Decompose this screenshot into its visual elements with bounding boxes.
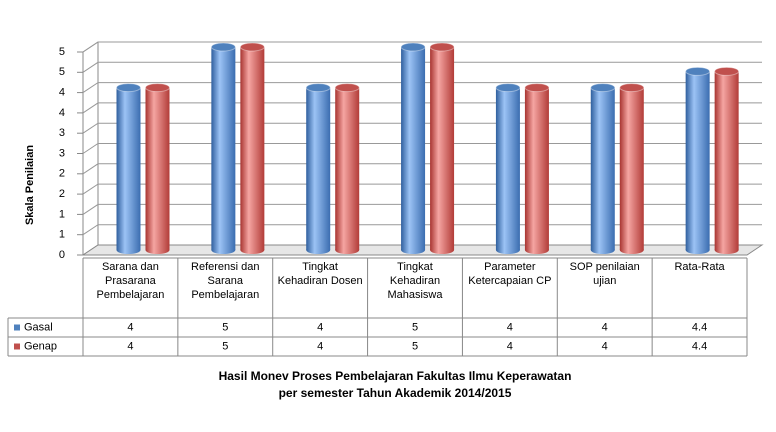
bar-base (335, 246, 360, 254)
bar-cap (239, 42, 265, 52)
bar (495, 87, 520, 250)
bar (145, 87, 170, 250)
bar-cap (116, 83, 141, 93)
bar (211, 47, 236, 250)
bar-cap (400, 42, 426, 52)
bar (619, 87, 644, 250)
y-tick-label: 2 (59, 168, 65, 180)
y-tick-label: 1 (59, 208, 65, 220)
bar-base (211, 246, 236, 254)
table-value: 5 (412, 321, 418, 333)
legend-swatch (14, 343, 20, 350)
table-value: 4 (602, 340, 608, 352)
bar (306, 87, 331, 250)
category-cell: Tingkat Kehadiran Dosen (277, 261, 363, 287)
bar-cap (714, 66, 740, 76)
bar-cap (524, 83, 550, 93)
x-tick-label: Sarana dan Prasarana Pembelajaran (96, 261, 165, 301)
bar-base (685, 246, 710, 254)
bar-cap (590, 83, 616, 93)
legend-swatch (14, 324, 20, 331)
table-value: 5 (412, 340, 418, 352)
bar (116, 87, 141, 250)
table-value: 4 (127, 340, 133, 352)
bar-base (619, 246, 644, 254)
y-tick-label: 5 (59, 46, 65, 58)
bar (335, 87, 360, 250)
grid-line (82, 82, 762, 94)
bar-cap (145, 83, 170, 93)
y-axis-label: Skala Penilaian (24, 145, 36, 225)
y-tick-label: 2 (59, 188, 65, 200)
bar-base (714, 246, 739, 254)
bar (714, 71, 739, 250)
legend-label: Gasal (24, 321, 53, 333)
y-tick-label: 4 (59, 87, 65, 99)
table-value: 5 (222, 321, 228, 333)
table-value: 4 (317, 321, 323, 333)
grid-line (82, 41, 762, 53)
grid-line (82, 61, 762, 73)
bar (401, 47, 426, 250)
bar (430, 47, 455, 250)
category-cell: Sarana dan Prasarana Pembelajaran (96, 261, 165, 301)
bar (590, 87, 615, 250)
bar-base (495, 246, 520, 254)
bar-base (430, 246, 455, 254)
bar-cap (495, 83, 521, 93)
x-tick-label: Tingkat Kehadiran Dosen (277, 261, 363, 287)
table-value: 4.4 (692, 321, 707, 333)
table-value: 5 (222, 340, 228, 352)
category-cell: Parameter Ketercapaian CP (468, 261, 552, 287)
bar (240, 47, 265, 250)
bar-cap (685, 66, 711, 76)
x-tick-label: SOP penilaian ujian (569, 261, 640, 287)
y-tick-label: 4 (59, 107, 65, 119)
category-cell: SOP penilaian ujian (569, 261, 640, 287)
y-tick-label: 3 (59, 127, 65, 139)
category-cell: Rata-Rata (674, 261, 725, 273)
y-tick-label: 1 (59, 229, 65, 241)
bar-cap (429, 42, 455, 52)
y-tick-label: 0 (59, 249, 65, 261)
table-value: 4 (317, 340, 323, 352)
x-tick-label: Referensi dan Sarana Pembelajaran (191, 261, 260, 301)
bar-cap (305, 83, 331, 93)
y-tick-label: 3 (59, 147, 65, 159)
bar (524, 87, 549, 250)
bar-cap (210, 42, 236, 52)
bar-base (116, 246, 141, 254)
bar-base (590, 246, 615, 254)
bar-base (240, 246, 265, 254)
table-value: 4 (507, 340, 513, 352)
bar (685, 71, 710, 250)
table-value: 4 (602, 321, 608, 333)
table-value: 4 (127, 321, 133, 333)
y-tick-label: 5 (59, 66, 65, 78)
legend-label: Genap (24, 340, 57, 352)
chart-title: Hasil Monev Proses Pembelajaran Fakultas… (219, 369, 572, 383)
x-tick-label: Tingkat Kehadiran Mahasiswa (387, 261, 443, 301)
x-tick-label: Rata-Rata (674, 261, 725, 273)
bar-base (145, 246, 170, 254)
category-cell: Tingkat Kehadiran Mahasiswa (387, 261, 443, 301)
chart-subtitle: per semester Tahun Akademik 2014/2015 (279, 386, 512, 400)
x-tick-label: Parameter Ketercapaian CP (468, 261, 552, 287)
table-value: 4 (507, 321, 513, 333)
bar-base (524, 246, 549, 254)
category-cell: Referensi dan Sarana Pembelajaran (191, 261, 260, 301)
bar-base (306, 246, 331, 254)
bar-cap (334, 83, 360, 93)
bar-cap (619, 83, 645, 93)
bar-base (401, 246, 426, 254)
table-value: 4.4 (692, 340, 707, 352)
